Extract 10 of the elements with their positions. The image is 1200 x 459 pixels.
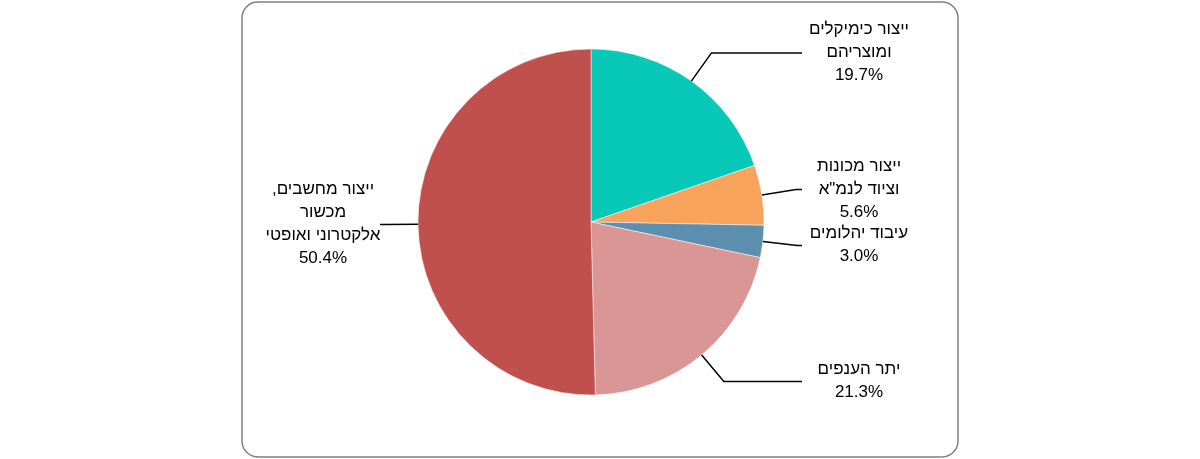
data-label: 5.6% [839, 202, 879, 222]
slice-label: עיבוד יהלומים [809, 223, 909, 243]
slice-label: ייצור כימיקלים ומוצריהם [808, 19, 910, 62]
data-label: 19.7% [834, 65, 884, 85]
data-label: 50.4% [298, 248, 348, 268]
slice-label: ייצור מחשבים, מכשור אלקטרוני ואופטי [265, 179, 381, 245]
slice-label: יתר הענפים [817, 359, 901, 379]
slice-label: ייצור מכונות וציוד לנמ"א [816, 156, 902, 199]
data-label: 3.0% [839, 246, 879, 266]
data-label: 21.3% [834, 382, 884, 402]
